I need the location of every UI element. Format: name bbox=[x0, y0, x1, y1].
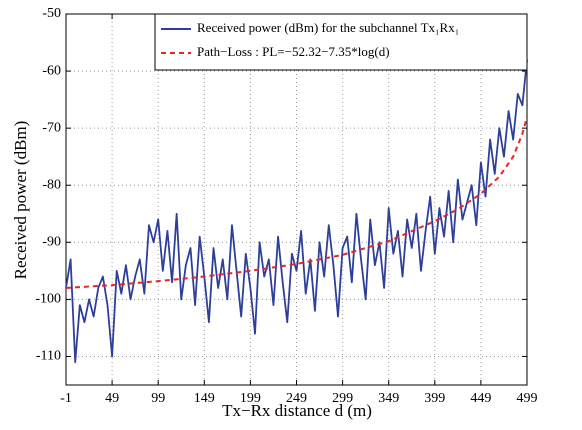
y-tick-label: -110 bbox=[36, 349, 61, 364]
x-tick-label: 49 bbox=[105, 391, 119, 406]
x-tick-label: 349 bbox=[378, 391, 399, 406]
y-tick-label: -70 bbox=[42, 120, 61, 135]
x-tick-label: 299 bbox=[332, 391, 353, 406]
y-tick-label: -90 bbox=[42, 235, 61, 250]
y-tick-label: -100 bbox=[35, 292, 61, 307]
x-tick-label: 399 bbox=[424, 391, 445, 406]
x-tick-label: 99 bbox=[151, 391, 165, 406]
x-tick-label: 249 bbox=[286, 391, 307, 406]
x-tick-label: 449 bbox=[470, 391, 491, 406]
legend-label: Path−Loss : PL=−52.32−7.35*log(d) bbox=[197, 44, 390, 59]
x-axis-label: Tx−Rx distance d (m) bbox=[222, 401, 372, 420]
x-tick-label: 149 bbox=[194, 391, 215, 406]
x-tick-label: -1 bbox=[60, 391, 72, 406]
legend-box bbox=[154, 13, 528, 71]
legend-label: Received power (dBm) for the subchannel … bbox=[197, 20, 459, 35]
y-tick-label: -80 bbox=[42, 177, 61, 192]
y-tick-label: -50 bbox=[42, 6, 61, 21]
series-line bbox=[65, 59, 528, 364]
y-tick-label: -60 bbox=[42, 63, 61, 78]
y-axis-label: Received power (dBm) bbox=[11, 121, 30, 280]
x-tick-label: 499 bbox=[517, 391, 538, 406]
legend: Received power (dBm) for the subchannel … bbox=[154, 13, 528, 71]
x-tick-label: 199 bbox=[240, 391, 261, 406]
series-line bbox=[65, 116, 528, 289]
